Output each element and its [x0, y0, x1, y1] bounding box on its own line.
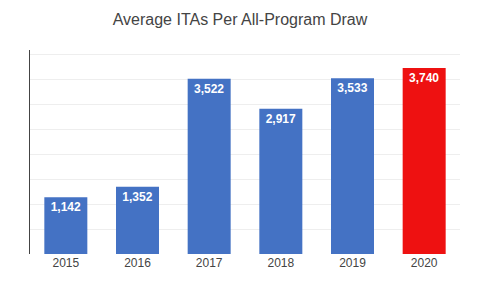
svg-text:3,522: 3,522	[194, 82, 224, 96]
svg-text:Average ITAs Per All-Program D: Average ITAs Per All-Program Draw	[113, 11, 368, 28]
svg-text:2017: 2017	[196, 256, 223, 270]
svg-text:3,740: 3,740	[409, 71, 439, 85]
svg-text:1,352: 1,352	[122, 190, 152, 204]
svg-text:2018: 2018	[267, 256, 294, 270]
svg-text:1,142: 1,142	[51, 200, 81, 214]
svg-text:2,917: 2,917	[266, 112, 296, 126]
svg-text:3,533: 3,533	[337, 81, 367, 95]
svg-text:2016: 2016	[124, 256, 151, 270]
svg-text:2019: 2019	[339, 256, 366, 270]
svg-text:2020: 2020	[411, 256, 438, 270]
svg-text:2015: 2015	[52, 256, 79, 270]
